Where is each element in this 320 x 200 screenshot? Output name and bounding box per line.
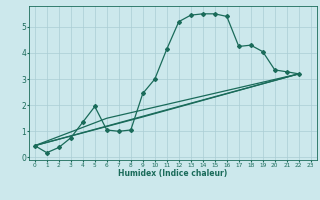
X-axis label: Humidex (Indice chaleur): Humidex (Indice chaleur) <box>118 169 228 178</box>
